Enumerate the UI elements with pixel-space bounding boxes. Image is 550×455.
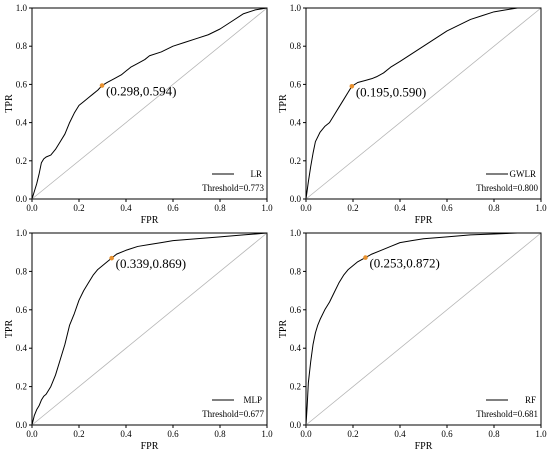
y-tick-label: 0.6: [16, 305, 28, 315]
y-tick-label: 0.4: [290, 118, 302, 128]
y-axis-label: TPR: [278, 94, 289, 113]
y-tick-label: 0.4: [16, 343, 28, 353]
y-tick-label: 0.0: [290, 194, 302, 204]
threshold-label: Threshold=0.773: [202, 183, 264, 193]
x-tick-label: 1.0: [535, 429, 547, 439]
roc-curve-line: [31, 232, 268, 426]
roc-curve-line: [305, 7, 541, 200]
x-tick-label: 0.4: [394, 203, 406, 213]
y-tick-label: 0.6: [16, 79, 28, 89]
x-tick-label: 0.8: [214, 203, 226, 213]
y-tick-label: 1.0: [16, 228, 28, 238]
roc-curve-line: [305, 232, 541, 426]
y-tick-label: 0.2: [290, 156, 301, 166]
threshold-label: Threshold=0.800: [476, 183, 538, 193]
y-tick-label: 0.6: [290, 305, 302, 315]
diagonal-reference-line: [31, 232, 268, 426]
x-tick-label: 0.0: [300, 203, 312, 213]
optimal-threshold-point: [349, 84, 355, 89]
diagonal-reference-line: [305, 232, 542, 426]
legend-label: GWLR: [510, 169, 537, 179]
roc-panel-gwlr: 0.00.0 0.2 0.2 0.4 0.4 0.6 0.6 0.8 0.8 1.0 1.0 FPR T…: [278, 3, 547, 226]
x-tick-label: 0.4: [120, 203, 132, 213]
x-tick-label: 1.0: [261, 203, 273, 213]
optimal-point-label: (0.339,0.869): [116, 256, 186, 271]
x-tick-label: 0.6: [167, 429, 179, 439]
x-tick-label: 0.6: [167, 203, 179, 213]
y-tick-label: 1.0: [16, 3, 28, 13]
y-tick-label: 0.0: [16, 420, 28, 430]
optimal-threshold-point: [99, 83, 105, 88]
x-tick-label: 0.6: [441, 203, 453, 213]
plot-frame: [305, 7, 542, 200]
plot-frame: [31, 232, 268, 426]
y-tick-label: 1.0: [290, 228, 302, 238]
x-tick-label: 1.0: [261, 429, 273, 439]
legend-label: RF: [525, 395, 536, 405]
plot-frame: [31, 7, 268, 200]
x-tick-label: 0.6: [441, 429, 453, 439]
x-axis-label: FPR: [141, 441, 159, 452]
y-axis-label: TPR: [4, 94, 15, 113]
plot-frame: [305, 232, 542, 426]
optimal-point-label: (0.195,0.590): [356, 84, 426, 99]
roc-panel-mlp: 0.00.0 0.2 0.2 0.4 0.4 0.6 0.6 0.8 0.8 1.0 1.0 FPR T…: [4, 228, 273, 452]
y-tick-label: 0.4: [290, 343, 302, 353]
y-tick-label: 1.0: [290, 3, 302, 13]
optimal-point-label: (0.298,0.594): [106, 84, 176, 99]
legend-label: LR: [250, 169, 262, 179]
x-tick-label: 0.2: [347, 429, 358, 439]
diagonal-reference-line: [31, 7, 268, 200]
x-tick-label: 1.0: [535, 203, 547, 213]
x-tick-label: 0.4: [120, 429, 132, 439]
diagonal-reference-line: [305, 7, 542, 200]
x-tick-label: 0.8: [488, 429, 500, 439]
y-tick-label: 0.8: [290, 41, 302, 51]
x-tick-label: 0.2: [73, 429, 84, 439]
x-tick-label: 0.0: [300, 429, 312, 439]
y-axis-label: TPR: [4, 320, 15, 339]
optimal-threshold-point: [363, 255, 368, 260]
roc-panel-rf: 0.00.0 0.2 0.2 0.4 0.4 0.6 0.6 0.8 0.8 1.0 1.0 FPR T…: [278, 228, 547, 452]
y-tick-label: 0.0: [290, 420, 302, 430]
y-tick-label: 0.2: [290, 382, 301, 392]
roc-panel-lr: 0.00.0 0.2 0.2 0.4 0.4 0.6 0.6 0.8 0.8 1.0 1.0 FPR T…: [4, 3, 273, 226]
y-tick-label: 0.8: [290, 266, 302, 276]
x-axis-label: FPR: [415, 441, 433, 452]
x-axis-label: FPR: [415, 215, 433, 226]
x-axis-label: FPR: [141, 215, 159, 226]
x-tick-label: 0.8: [214, 429, 226, 439]
x-tick-label: 0.8: [488, 203, 500, 213]
optimal-threshold-point: [109, 255, 114, 261]
legend-label: MLP: [243, 395, 262, 405]
x-tick-label: 0.0: [26, 203, 38, 213]
threshold-label: Threshold=0.677: [202, 409, 264, 419]
x-tick-label: 0.2: [73, 203, 84, 213]
y-tick-label: 0.4: [16, 118, 28, 128]
threshold-label: Threshold=0.681: [476, 409, 538, 419]
y-tick-label: 0.2: [16, 382, 27, 392]
y-tick-label: 0.0: [16, 194, 28, 204]
x-tick-label: 0.2: [347, 203, 358, 213]
y-tick-label: 0.8: [16, 266, 28, 276]
y-tick-label: 0.2: [16, 156, 27, 166]
y-tick-label: 0.8: [16, 41, 28, 51]
y-axis-label: TPR: [278, 320, 289, 339]
x-tick-label: 0.4: [394, 429, 406, 439]
y-tick-label: 0.6: [290, 79, 302, 89]
optimal-point-label: (0.253,0.872): [369, 256, 439, 271]
x-tick-label: 0.0: [26, 429, 38, 439]
